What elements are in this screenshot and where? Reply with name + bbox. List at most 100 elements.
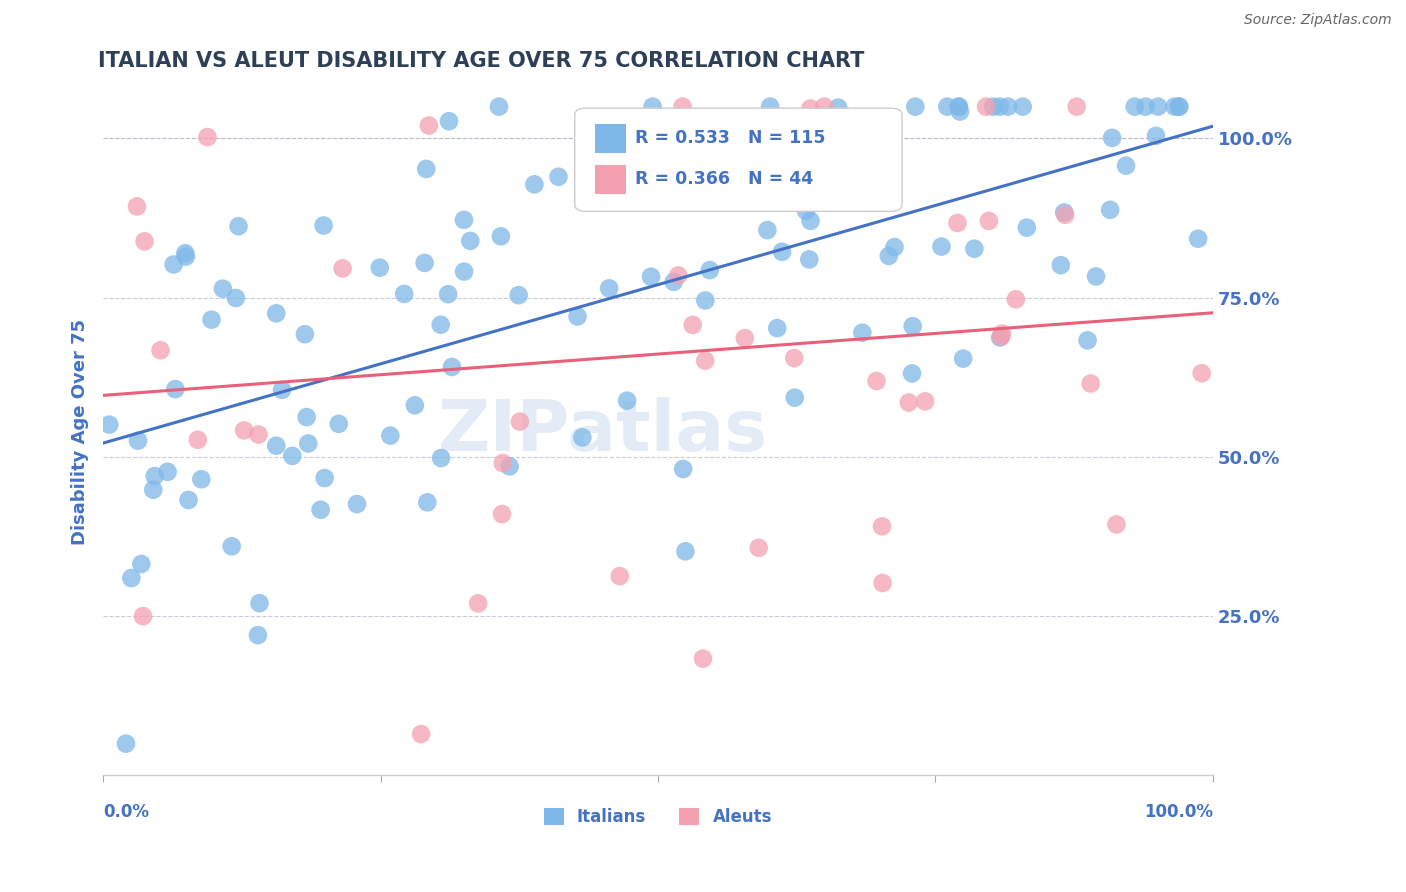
FancyBboxPatch shape	[595, 165, 626, 194]
Point	[671, 100, 693, 114]
Point	[156, 465, 179, 479]
Point	[963, 242, 986, 256]
Point	[990, 329, 1012, 343]
Point	[1135, 100, 1157, 114]
Point	[492, 456, 515, 470]
Point	[416, 495, 439, 509]
Point	[312, 219, 335, 233]
Point	[662, 275, 685, 289]
Point	[404, 398, 426, 412]
Point	[129, 557, 152, 571]
Point	[883, 240, 905, 254]
Point	[127, 434, 149, 448]
Point	[380, 428, 402, 442]
Point	[264, 306, 287, 320]
Point	[437, 114, 460, 128]
Point	[851, 326, 873, 340]
Point	[458, 234, 481, 248]
Point	[648, 136, 671, 150]
Point	[1015, 220, 1038, 235]
Point	[281, 449, 304, 463]
Point	[165, 382, 187, 396]
FancyBboxPatch shape	[595, 124, 626, 153]
Point	[115, 737, 138, 751]
Point	[949, 104, 972, 119]
Point	[498, 459, 520, 474]
Point	[783, 391, 806, 405]
Point	[766, 321, 789, 335]
Point	[187, 433, 209, 447]
Point	[190, 472, 212, 486]
Point	[142, 483, 165, 497]
Point	[491, 507, 513, 521]
Point	[783, 351, 806, 365]
Point	[936, 100, 959, 114]
Point	[294, 327, 316, 342]
Point	[672, 462, 695, 476]
Point	[221, 539, 243, 553]
Point	[1005, 292, 1028, 306]
Point	[640, 269, 662, 284]
Point	[211, 282, 233, 296]
Text: Source: ZipAtlas.com: Source: ZipAtlas.com	[1244, 13, 1392, 28]
Point	[430, 450, 453, 465]
Point	[799, 102, 821, 116]
Point	[134, 235, 156, 249]
Point	[440, 359, 463, 374]
Point	[1080, 376, 1102, 391]
Point	[120, 571, 142, 585]
Point	[974, 100, 997, 114]
Point	[946, 216, 969, 230]
Point	[297, 436, 319, 450]
Point	[734, 331, 756, 345]
Point	[799, 214, 821, 228]
Point	[1147, 100, 1170, 114]
Point	[1054, 208, 1077, 222]
Point	[876, 186, 898, 201]
Y-axis label: Disability Age Over 75: Disability Age Over 75	[72, 318, 89, 544]
Text: ITALIAN VS ALEUT DISABILITY AGE OVER 75 CORRELATION CHART: ITALIAN VS ALEUT DISABILITY AGE OVER 75 …	[97, 51, 863, 70]
Point	[246, 628, 269, 642]
Point	[870, 519, 893, 533]
Point	[264, 439, 287, 453]
Point	[609, 569, 631, 583]
Point	[1101, 131, 1123, 145]
Point	[755, 163, 778, 178]
Point	[1066, 100, 1088, 114]
Point	[392, 286, 415, 301]
Point	[453, 264, 475, 278]
Point	[98, 417, 121, 432]
Point	[228, 219, 250, 234]
Point	[143, 469, 166, 483]
Point	[581, 114, 603, 128]
Point	[1049, 258, 1071, 272]
Point	[948, 100, 970, 114]
Point	[418, 119, 440, 133]
Point	[748, 541, 770, 555]
Text: R = 0.366   N = 44: R = 0.366 N = 44	[634, 170, 813, 188]
Text: ZIPatlas: ZIPatlas	[437, 397, 768, 466]
Point	[794, 203, 817, 218]
Point	[177, 492, 200, 507]
Point	[699, 263, 721, 277]
Text: 0.0%: 0.0%	[103, 803, 149, 821]
Point	[659, 186, 682, 201]
Point	[616, 393, 638, 408]
Point	[669, 155, 692, 169]
Point	[897, 395, 920, 409]
Point	[174, 250, 197, 264]
Point	[332, 261, 354, 276]
Point	[1123, 100, 1146, 114]
Point	[1187, 232, 1209, 246]
Point	[197, 130, 219, 145]
Point	[914, 394, 936, 409]
Point	[997, 100, 1019, 114]
Point	[132, 609, 155, 624]
Point	[413, 256, 436, 270]
Point	[827, 101, 849, 115]
Point	[759, 100, 782, 114]
Point	[1144, 128, 1167, 143]
Point	[931, 239, 953, 253]
Point	[346, 497, 368, 511]
Point	[571, 430, 593, 444]
